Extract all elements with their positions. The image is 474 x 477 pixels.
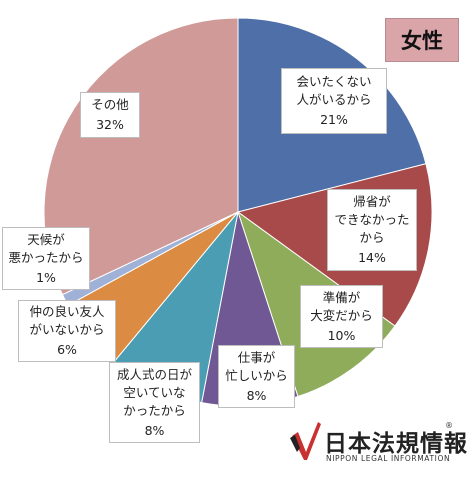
slice-label-line: 仲の良い友人 xyxy=(29,304,105,319)
label-friends: 仲の良い友人 がいないから 6% xyxy=(18,300,116,362)
label-ceremony-day: 成人式の日が 空いていなかったから 8% xyxy=(109,362,200,443)
slice-label-line: 天候が xyxy=(27,231,65,247)
slice-percent: 21% xyxy=(320,112,348,127)
label-busy-work: 仕事が忙しいから 8% xyxy=(218,345,295,408)
chart-title: 女性 xyxy=(385,18,459,62)
logo-text: 日本法規情報 xyxy=(324,431,468,457)
slice-label-line: 帰省が xyxy=(353,194,391,209)
slice-percent: 1% xyxy=(36,269,56,285)
logo-registered: ® xyxy=(445,421,453,430)
slice-label-line: 会いたくない xyxy=(296,74,372,89)
slice-percent: 32% xyxy=(96,117,124,132)
slice-label-line: 空いていな xyxy=(123,384,186,400)
slice-label-line: 人がいるから xyxy=(296,92,372,107)
slice-label-line: 成人式の日が xyxy=(116,366,192,382)
label-weather: 天候が悪かったから 1% xyxy=(2,227,90,290)
slice-percent: 6% xyxy=(57,342,77,357)
label-homecoming: 帰省ができなかった から 14% xyxy=(327,189,417,271)
slice-percent: 14% xyxy=(358,250,386,265)
logo: 日本法規情報 ® NIPPON LEGAL INFORMATION xyxy=(288,418,468,470)
slice-label-line: 仕事が xyxy=(237,349,276,365)
slice-label-line: その他 xyxy=(91,97,129,112)
label-meet-people: 会いたくない 人がいるから 21% xyxy=(281,68,387,134)
slice-label-line: 忙しいから xyxy=(225,367,288,383)
label-other: その他 32% xyxy=(80,92,140,138)
slice-label-line: 大変だから xyxy=(310,307,373,323)
slice-percent: 10% xyxy=(327,327,356,343)
slice-percent: 8% xyxy=(144,422,165,438)
slice-label-line: 準備が xyxy=(322,289,361,305)
slice-percent: 8% xyxy=(246,387,267,403)
logo-mark-icon xyxy=(290,422,321,460)
slice-label-line: から xyxy=(359,230,385,245)
logo-subtext: NIPPON LEGAL INFORMATION xyxy=(326,454,451,463)
slice-label-line: 悪かったから xyxy=(8,249,84,265)
slice-label-line: かったから xyxy=(123,402,186,418)
slice-label-line: できなかった xyxy=(334,212,410,227)
slice-label-line: がいないから xyxy=(29,322,105,337)
label-preparation: 準備が大変だから 10% xyxy=(300,285,383,348)
